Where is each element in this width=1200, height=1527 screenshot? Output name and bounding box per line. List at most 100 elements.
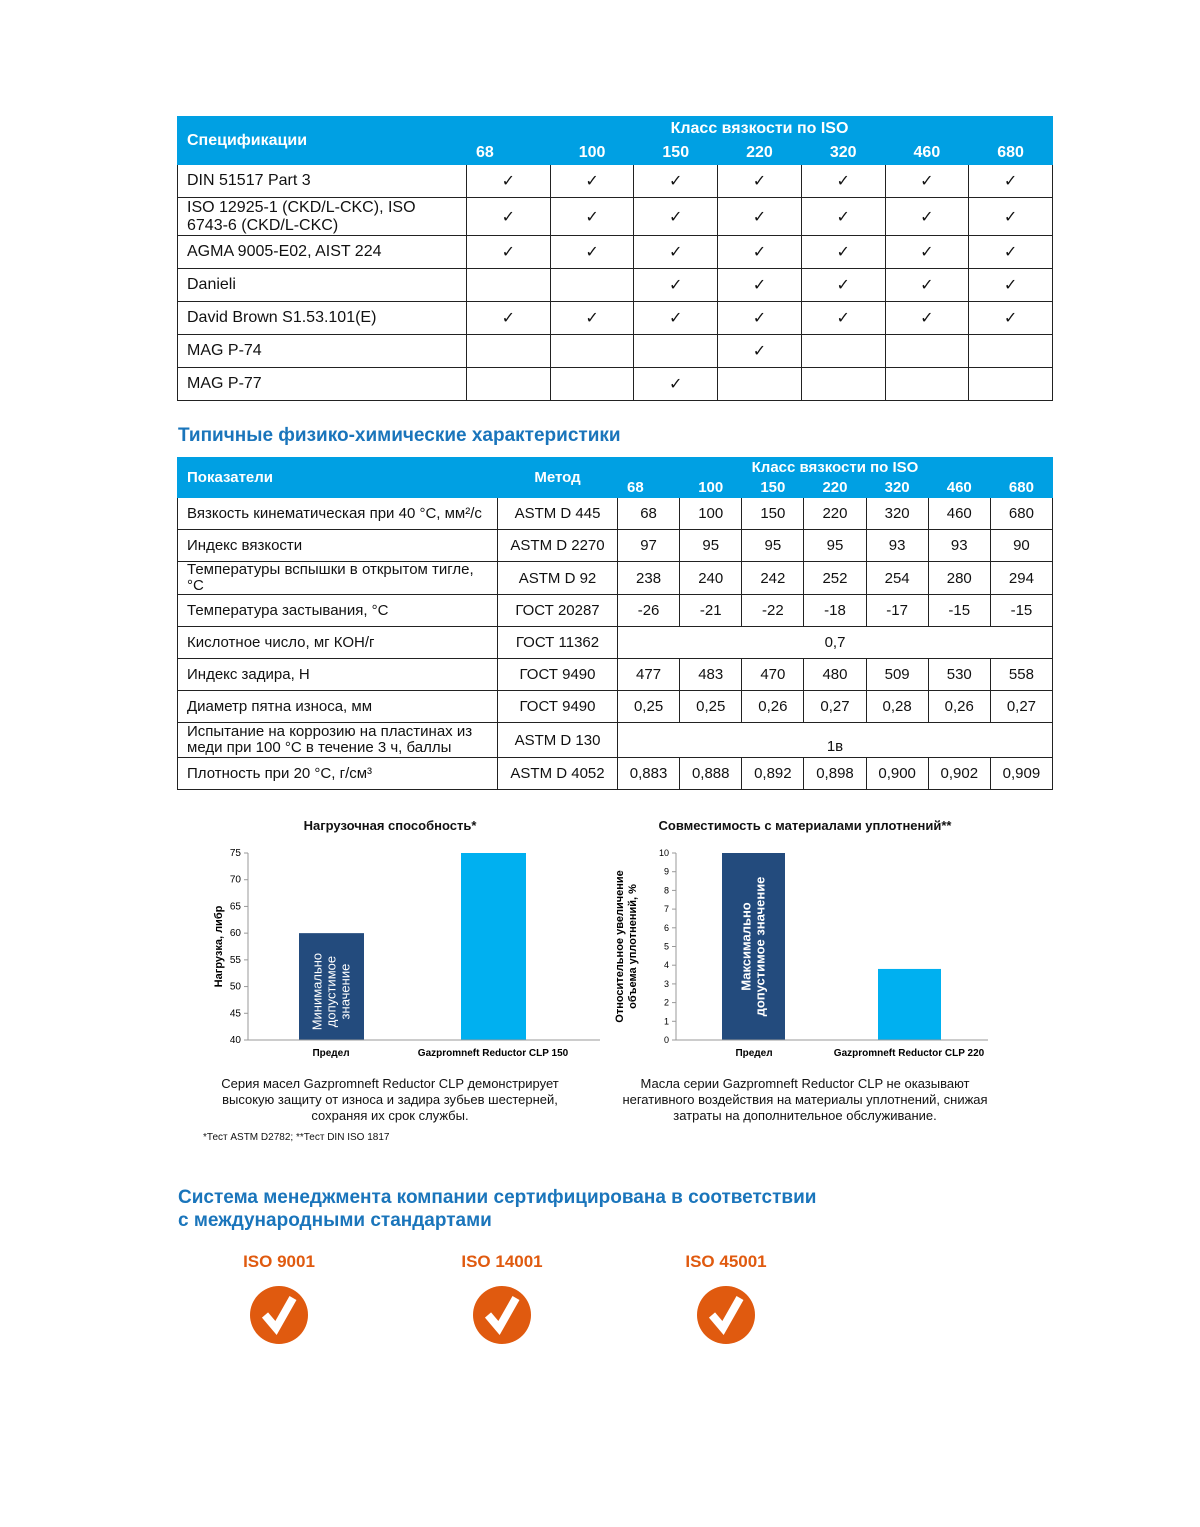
value-cell: 95 <box>679 529 743 562</box>
value-cell: -26 <box>616 594 681 627</box>
grade-header: 680 <box>989 477 1054 498</box>
table-row: ISO 12925-1 (CKD/L-CKC), ISO 6743-6 (CKD… <box>177 197 1053 236</box>
value-cell: 0,27 <box>803 690 867 723</box>
certification-title-line-1: Система менеджмента компании сертифициро… <box>178 1187 817 1208</box>
header-specifications: Спецификации <box>177 116 467 165</box>
certification-title-line-2: с международными стандартами <box>178 1210 492 1231</box>
check-icon: ✓ <box>800 301 886 335</box>
check-icon: ✓ <box>968 268 1053 302</box>
x-tick-label: Gazpromneft Reductor CLP 220 <box>834 1048 985 1059</box>
properties-table: Показатели Метод Класс вязкости по ISO 6… <box>177 457 1054 790</box>
table-row: Температура застывания, °С ГОСТ 20287 -26-… <box>177 594 1054 627</box>
value-cell: 252 <box>803 561 867 595</box>
parameter-name: Диаметр пятна износа, мм <box>177 690 498 723</box>
y-tick-label: 4 <box>664 960 669 970</box>
empty-cell <box>549 367 635 401</box>
header-parameters: Показатели <box>177 457 498 498</box>
check-icon: ✓ <box>800 197 886 236</box>
table-row: Вязкость кинематическая при 40 °С, мм²/с… <box>177 497 1054 530</box>
y-tick-label: 3 <box>664 979 669 989</box>
y-tick-label: 6 <box>664 923 669 933</box>
value-cell: 90 <box>989 529 1054 562</box>
check-icon: ✓ <box>633 367 719 401</box>
table-row: DIN 51517 Part 3 ✓ ✓ ✓ ✓ ✓ ✓ ✓ <box>177 164 1053 198</box>
check-icon: ✓ <box>633 164 719 198</box>
value-cell: 0,26 <box>741 690 805 723</box>
chart-load-title: Нагрузочная способность* <box>303 818 477 833</box>
cert-iso-9001: ISO 9001 <box>219 1252 339 1344</box>
value-cell: -15 <box>927 594 991 627</box>
value-cell: 150 <box>741 497 805 530</box>
method: ГОСТ 11362 <box>497 626 618 659</box>
check-icon: ✓ <box>633 268 719 302</box>
cert-iso-14001: ISO 14001 <box>442 1252 562 1344</box>
bar-1 <box>461 853 526 1040</box>
spec-name: AGMA 9005-E02, AIST 224 <box>177 235 467 269</box>
value-cell: 558 <box>989 658 1054 691</box>
y-tick-label: 5 <box>664 942 669 952</box>
chart-load-capacity: Минимальнодопустимоезначение Предел Gazpro… <box>213 848 600 1059</box>
check-icon: ✓ <box>800 164 886 198</box>
value-cell: 240 <box>679 561 743 595</box>
check-icon: ✓ <box>884 268 970 302</box>
cert-label: ISO 14001 <box>461 1252 543 1271</box>
value-cell: 0,898 <box>803 757 867 790</box>
chart-load-caption: Серия масел Gazpromneft Reductor CLP дем… <box>221 1076 559 1123</box>
y-tick-label: 7 <box>664 904 669 914</box>
value-cell: 93 <box>927 529 991 562</box>
table-row: Индекс задира, Н ГОСТ 9490 477 483 470 480 509… <box>177 658 1054 691</box>
value-cell: -17 <box>865 594 929 627</box>
y-tick-label: 65 <box>230 901 242 912</box>
value-cell: 320 <box>865 497 929 530</box>
method: ASTM D 445 <box>497 497 618 530</box>
table-row: Диаметр пятна износа, мм ГОСТ 9490 0,25 0,2… <box>177 690 1054 723</box>
table-row: MAG P-74 ✓ <box>177 334 1053 368</box>
grade-header: 150 <box>741 477 805 498</box>
y-tick-label: 9 <box>664 867 669 877</box>
check-icon: ✓ <box>466 164 551 198</box>
empty-cell <box>968 334 1053 368</box>
specifications-table: Спецификации Класс вязкости по ISO 68 100… <box>177 116 1053 401</box>
table-row: Плотность при 20 °С, г/см³ ASTM D 4052 0,8… <box>177 757 1054 790</box>
value-cell: 0,26 <box>927 690 991 723</box>
y-tick-label: 50 <box>230 982 242 993</box>
empty-cell <box>466 334 551 368</box>
spec-name: David Brown S1.53.101(E) <box>177 301 467 335</box>
check-icon: ✓ <box>800 268 886 302</box>
empty-cell <box>968 367 1053 401</box>
empty-cell <box>466 367 551 401</box>
merged-value: 0,7 <box>617 626 1053 659</box>
grade-header: 460 <box>884 140 970 165</box>
footnote: *Тест ASTM D2782; **Тест DIN ISO 1817 <box>203 1132 390 1143</box>
check-icon: ✓ <box>717 301 802 335</box>
certification-title: Система менеджмента компании сертифициро… <box>178 1186 816 1232</box>
check-circle-icon <box>250 1286 308 1344</box>
parameter-name: Температуры вспышки в открытом тигле, °С <box>177 561 498 595</box>
method: ASTM D 4052 <box>497 757 618 790</box>
empty-cell <box>549 268 635 302</box>
check-icon: ✓ <box>549 197 635 236</box>
y-axis-label: Нагрузка, либр <box>213 905 225 987</box>
y-tick-label: 2 <box>664 998 669 1008</box>
check-icon: ✓ <box>968 301 1053 335</box>
table-row: MAG P-77 ✓ <box>177 367 1053 401</box>
value-cell: -21 <box>679 594 743 627</box>
spec-name: ISO 12925-1 (CKD/L-CKC), ISO 6743-6 (CKD… <box>177 197 467 236</box>
table-row: David Brown S1.53.101(E) ✓ ✓ ✓ ✓ ✓ ✓ ✓ <box>177 301 1053 335</box>
value-cell: 242 <box>741 561 805 595</box>
method: ASTM D 2270 <box>497 529 618 562</box>
check-circle-icon <box>697 1286 755 1344</box>
table-row: Испытание на коррозию на пластинах из ме… <box>177 722 1053 758</box>
grade-header: 680 <box>968 140 1053 165</box>
parameter-name: Индекс вязкости <box>177 529 498 562</box>
value-cell: 0,888 <box>679 757 743 790</box>
chart-seal-caption: Масла серии Gazpromneft Reductor CLP не … <box>622 1076 988 1123</box>
grade-header: 320 <box>800 140 886 165</box>
y-tick-label: 75 <box>230 848 242 859</box>
value-cell: 254 <box>865 561 929 595</box>
parameter-name: Испытание на коррозию на пластинах из ме… <box>177 722 498 758</box>
value-cell: 97 <box>616 529 681 562</box>
value-cell: 483 <box>679 658 743 691</box>
check-icon: ✓ <box>717 268 802 302</box>
empty-cell <box>633 334 719 368</box>
